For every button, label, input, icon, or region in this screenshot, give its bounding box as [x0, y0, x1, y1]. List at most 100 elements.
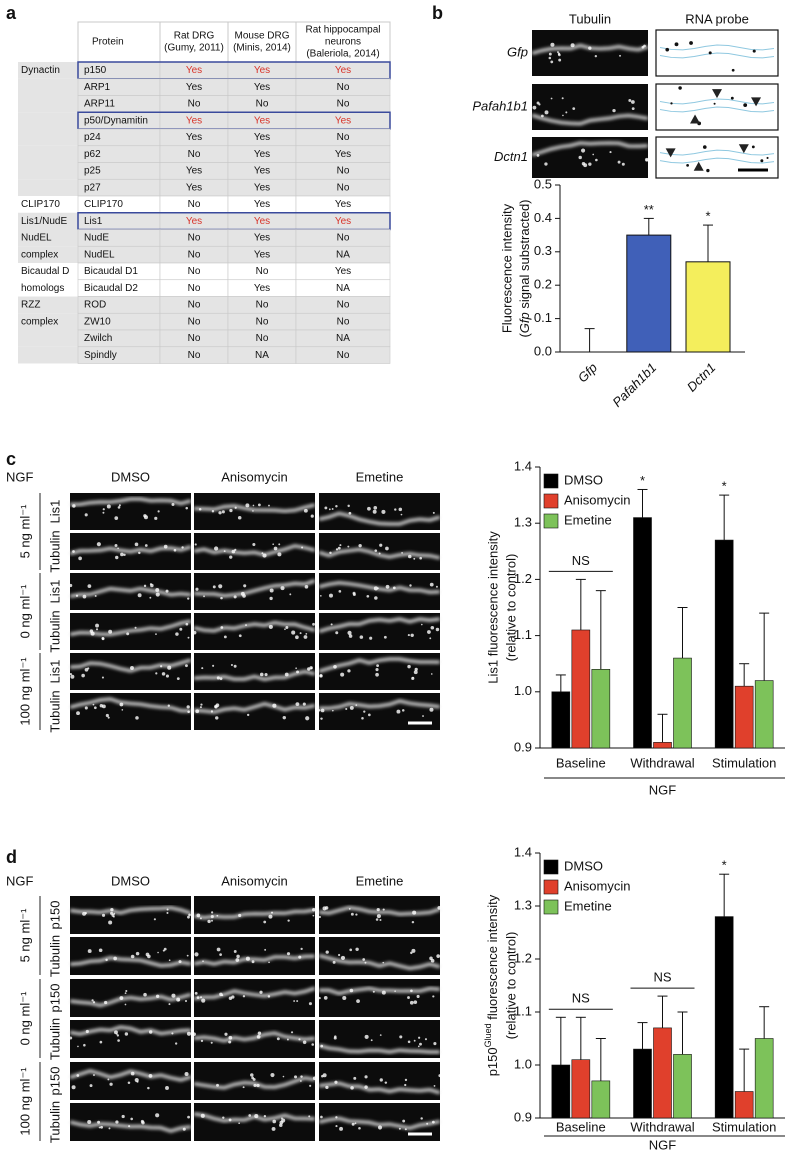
group-cell: [18, 162, 78, 180]
puncta: [285, 626, 289, 629]
puncta: [93, 1074, 95, 1076]
puncta: [117, 547, 119, 550]
panel-letter: a: [6, 3, 17, 23]
legend-label: Anisomycin: [564, 492, 630, 507]
puncta: [148, 1074, 153, 1078]
puncta: [433, 1084, 436, 1087]
probe-dot: [689, 41, 693, 45]
puncta: [416, 994, 420, 999]
puncta: [427, 630, 431, 634]
probe-dot: [665, 47, 670, 52]
x-tick-label: Withdrawal: [630, 755, 694, 770]
puncta: [310, 514, 314, 518]
puncta: [594, 54, 598, 58]
puncta: [592, 153, 595, 156]
puncta: [282, 1075, 285, 1078]
table-value: Yes: [254, 132, 270, 143]
puncta: [372, 509, 377, 514]
neurite: [69, 497, 192, 507]
puncta: [413, 1000, 418, 1004]
puncta: [318, 709, 321, 712]
puncta: [300, 1075, 303, 1078]
puncta: [293, 1000, 296, 1002]
table-value: Yes: [186, 65, 202, 76]
neurite: [69, 1120, 192, 1133]
puncta: [417, 1045, 420, 1048]
row-label: Dctn1: [494, 149, 528, 164]
table-value: No: [337, 350, 350, 361]
table-value: Yes: [186, 115, 202, 126]
puncta: [113, 956, 117, 961]
protein: p27: [84, 182, 101, 193]
puncta: [184, 1072, 189, 1077]
header-text: Protein: [92, 37, 124, 48]
puncta: [411, 948, 416, 953]
puncta: [312, 622, 315, 626]
puncta: [72, 550, 75, 553]
puncta: [101, 913, 106, 917]
puncta: [219, 992, 223, 997]
protein: Bicaudal D2: [84, 283, 138, 294]
column-label: DMSO: [111, 873, 150, 888]
puncta: [595, 158, 598, 162]
stain-label: Tubulin: [47, 530, 62, 572]
puncta: [272, 703, 277, 708]
x-tick-label: Dctn1: [684, 360, 719, 395]
puncta: [269, 588, 274, 593]
neurite-outline: [659, 44, 775, 51]
panel-letter: b: [432, 3, 443, 23]
puncta: [307, 667, 311, 671]
puncta: [187, 597, 190, 600]
puncta: [268, 961, 270, 964]
puncta: [342, 995, 347, 1001]
puncta: [121, 709, 124, 711]
puncta: [218, 511, 222, 515]
puncta: [256, 1083, 260, 1088]
puncta: [261, 552, 264, 555]
puncta: [295, 667, 297, 670]
group-cell: [18, 313, 78, 330]
probe-dot: [731, 68, 735, 72]
probe-dot: [708, 51, 712, 55]
puncta: [192, 1032, 196, 1036]
neurite: [69, 619, 192, 637]
puncta: [370, 1039, 373, 1042]
puncta: [276, 1037, 280, 1041]
puncta: [335, 548, 339, 551]
table-value: No: [337, 233, 350, 244]
puncta: [382, 961, 385, 964]
puncta: [349, 988, 354, 993]
puncta: [130, 666, 134, 670]
puncta: [253, 1083, 257, 1088]
table-value: Yes: [254, 149, 270, 160]
puncta: [532, 105, 537, 110]
puncta: [311, 1043, 315, 1046]
puncta: [108, 629, 113, 634]
group-label: Bicaudal D: [21, 266, 69, 277]
puncta: [185, 622, 189, 626]
y-axis-label-part: Glued: [483, 1023, 493, 1047]
neurite: [193, 669, 316, 682]
micrograph: [70, 896, 191, 934]
micrograph: [70, 693, 191, 730]
table-value: NA: [336, 333, 350, 344]
puncta: [609, 151, 612, 154]
probe-dot: [713, 102, 716, 105]
bar: [673, 1054, 692, 1119]
puncta: [220, 626, 224, 629]
puncta: [619, 54, 622, 57]
probe-dot: [766, 156, 769, 160]
puncta: [325, 1085, 329, 1089]
puncta: [557, 51, 559, 54]
puncta: [612, 108, 616, 113]
puncta: [384, 1081, 388, 1084]
puncta: [155, 1113, 160, 1118]
group-cell: [18, 330, 78, 347]
group-cell: [18, 229, 78, 247]
puncta: [178, 960, 182, 964]
puncta: [353, 1076, 357, 1080]
bar: [653, 1027, 672, 1119]
puncta: [335, 505, 338, 508]
puncta: [364, 1034, 369, 1039]
puncta: [383, 635, 387, 639]
